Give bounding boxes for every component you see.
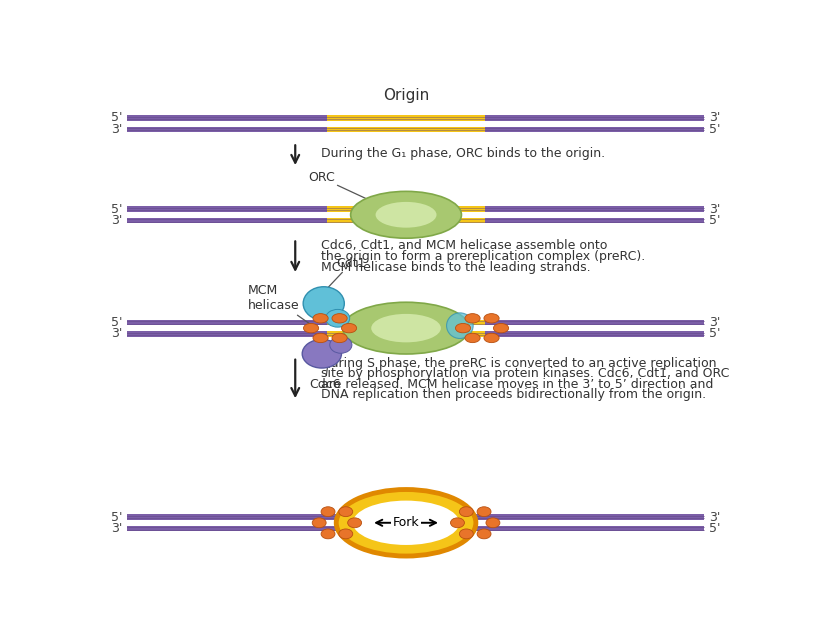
FancyBboxPatch shape <box>127 515 337 520</box>
Text: During S phase, the preRC is converted to an active replication: During S phase, the preRC is converted t… <box>320 357 716 370</box>
Ellipse shape <box>465 314 480 323</box>
Ellipse shape <box>330 337 352 353</box>
Text: 3': 3' <box>708 111 720 124</box>
Ellipse shape <box>477 529 491 539</box>
Text: 3': 3' <box>708 511 720 524</box>
FancyBboxPatch shape <box>485 331 703 337</box>
FancyBboxPatch shape <box>127 320 327 325</box>
Ellipse shape <box>339 507 353 516</box>
FancyBboxPatch shape <box>127 525 337 531</box>
Text: 3': 3' <box>708 203 720 216</box>
Ellipse shape <box>339 529 353 539</box>
Text: 5': 5' <box>708 327 721 340</box>
FancyBboxPatch shape <box>327 331 485 337</box>
Ellipse shape <box>459 507 473 516</box>
Text: 5': 5' <box>708 522 721 535</box>
FancyBboxPatch shape <box>337 515 475 520</box>
Text: 3': 3' <box>111 327 123 340</box>
Text: ORC: ORC <box>308 172 371 201</box>
Ellipse shape <box>348 518 362 528</box>
FancyBboxPatch shape <box>327 218 485 223</box>
Ellipse shape <box>484 314 499 323</box>
Text: 5': 5' <box>111 511 123 524</box>
Ellipse shape <box>455 323 471 333</box>
FancyBboxPatch shape <box>337 525 475 531</box>
Ellipse shape <box>493 323 509 333</box>
Text: MCM helicase binds to the leading strands.: MCM helicase binds to the leading strand… <box>320 261 590 274</box>
Ellipse shape <box>477 507 491 516</box>
FancyBboxPatch shape <box>127 331 327 337</box>
FancyBboxPatch shape <box>475 525 703 531</box>
Ellipse shape <box>486 518 500 528</box>
Ellipse shape <box>371 314 441 342</box>
FancyBboxPatch shape <box>327 127 485 132</box>
Text: 5': 5' <box>111 316 123 329</box>
FancyBboxPatch shape <box>485 207 703 212</box>
Text: 5': 5' <box>111 111 123 124</box>
Ellipse shape <box>332 333 347 342</box>
FancyBboxPatch shape <box>127 127 327 132</box>
Ellipse shape <box>342 323 357 333</box>
Ellipse shape <box>343 302 469 354</box>
Text: Cdc6, Cdt1, and MCM helicase assemble onto: Cdc6, Cdt1, and MCM helicase assemble on… <box>320 239 607 252</box>
Text: 5': 5' <box>708 214 721 227</box>
Text: During the G₁ phase, ORC binds to the origin.: During the G₁ phase, ORC binds to the or… <box>320 147 605 160</box>
Ellipse shape <box>484 333 499 342</box>
Ellipse shape <box>350 191 462 238</box>
Ellipse shape <box>303 323 319 333</box>
Ellipse shape <box>313 333 328 342</box>
FancyBboxPatch shape <box>485 218 703 223</box>
FancyBboxPatch shape <box>127 218 327 223</box>
Ellipse shape <box>450 518 464 528</box>
Text: DNA replication then proceeds bidirectionally from the origin.: DNA replication then proceeds bidirectio… <box>320 388 706 401</box>
Text: 3': 3' <box>111 522 123 535</box>
FancyBboxPatch shape <box>485 320 703 325</box>
FancyBboxPatch shape <box>485 127 703 132</box>
FancyBboxPatch shape <box>327 207 485 212</box>
Ellipse shape <box>465 333 480 342</box>
Text: MCM
helicase: MCM helicase <box>248 284 312 326</box>
Ellipse shape <box>447 313 473 339</box>
FancyBboxPatch shape <box>327 320 485 325</box>
Ellipse shape <box>332 314 347 323</box>
FancyBboxPatch shape <box>127 115 327 121</box>
FancyBboxPatch shape <box>327 115 485 121</box>
Ellipse shape <box>321 507 335 516</box>
Text: 5': 5' <box>111 203 123 216</box>
Text: site by phosphorylation via protein kinases. Cdc6, Cdt1, and ORC: site by phosphorylation via protein kina… <box>320 367 729 380</box>
Ellipse shape <box>312 518 326 528</box>
Ellipse shape <box>303 287 344 320</box>
Ellipse shape <box>376 202 436 228</box>
FancyBboxPatch shape <box>485 115 703 121</box>
Text: Cdc6: Cdc6 <box>309 363 341 391</box>
Text: are released. MCM helicase moves in the 3’ to 5’ direction and: are released. MCM helicase moves in the … <box>320 378 713 391</box>
Text: 5': 5' <box>708 123 721 136</box>
Ellipse shape <box>313 314 328 323</box>
Text: the origin to form a prereplication complex (preRC).: the origin to form a prereplication comp… <box>320 250 645 263</box>
FancyBboxPatch shape <box>475 515 703 520</box>
Ellipse shape <box>321 529 335 539</box>
Ellipse shape <box>302 339 342 368</box>
Ellipse shape <box>326 309 350 327</box>
Ellipse shape <box>353 500 459 545</box>
Text: 3': 3' <box>111 123 123 136</box>
FancyBboxPatch shape <box>127 207 327 212</box>
Text: Cdt1: Cdt1 <box>327 257 366 289</box>
Text: Origin: Origin <box>383 88 429 103</box>
Ellipse shape <box>337 490 475 556</box>
Text: 3': 3' <box>111 214 123 227</box>
Text: Fork: Fork <box>393 516 419 529</box>
Ellipse shape <box>459 529 473 539</box>
Text: 3': 3' <box>708 316 720 329</box>
